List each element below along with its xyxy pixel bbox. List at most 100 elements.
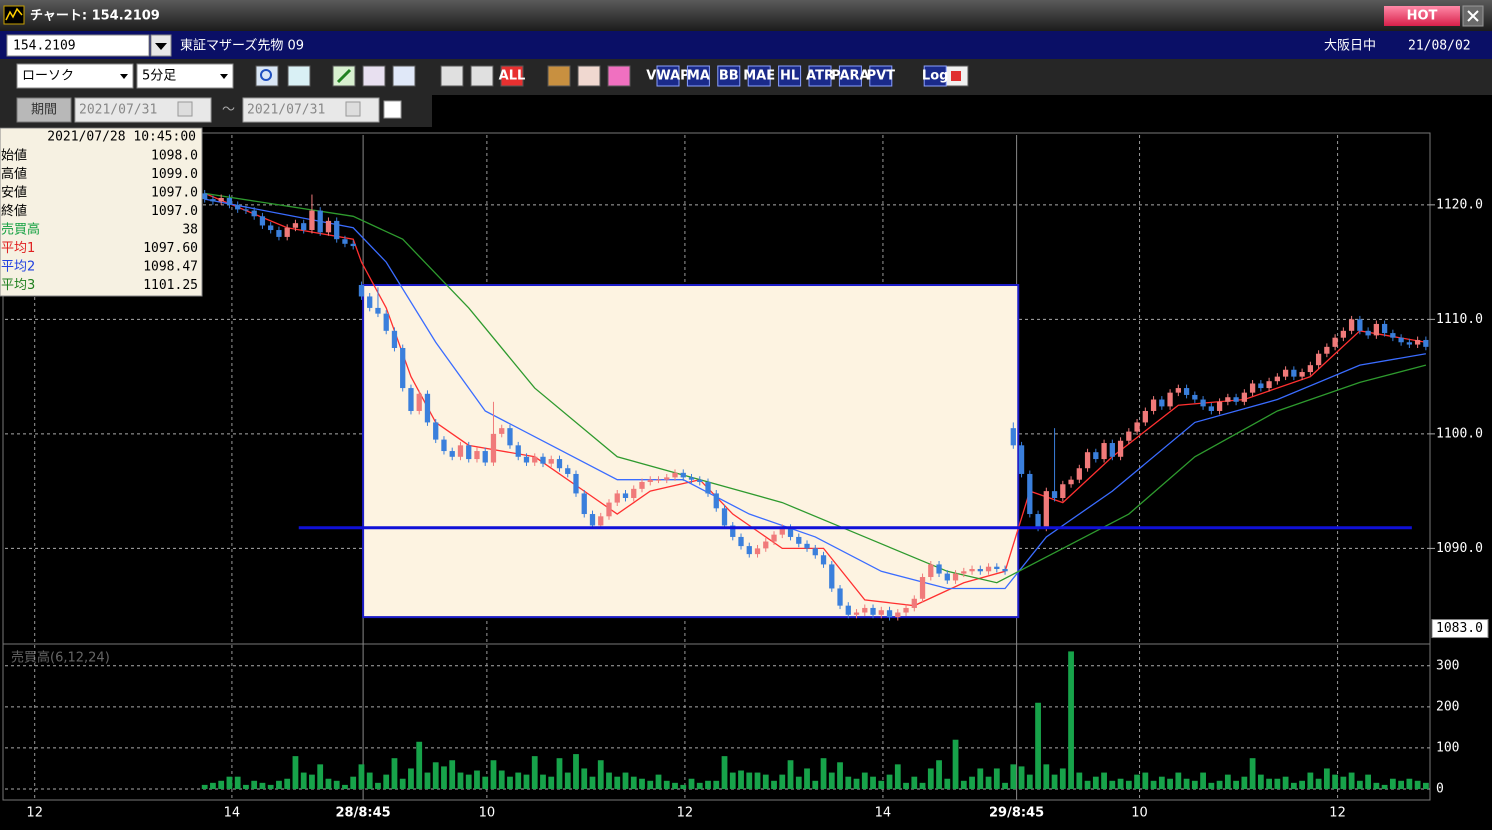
indicator-label[interactable]: BB	[719, 69, 739, 84]
candle-body	[350, 243, 356, 247]
indicator-label[interactable]: HL	[780, 69, 799, 84]
indicator-button[interactable]	[838, 65, 862, 87]
candle-body	[886, 610, 893, 618]
candle-body	[977, 569, 983, 572]
volume-bar	[498, 770, 505, 789]
volume-bar	[259, 782, 266, 789]
indicator-button[interactable]	[869, 65, 893, 87]
candle-body	[416, 393, 422, 411]
volume-bar	[424, 772, 431, 789]
indicator-button[interactable]	[778, 65, 802, 87]
volume-bar	[713, 780, 720, 789]
from-date[interactable]: 2021/07/31	[79, 103, 157, 118]
indicator-label[interactable]: MAE	[743, 69, 775, 84]
candle-body	[1010, 428, 1016, 446]
candle-body	[705, 481, 711, 494]
table-icon[interactable]	[287, 65, 311, 87]
candle-body	[862, 607, 868, 613]
volume-tick-label: 200	[1436, 699, 1459, 714]
candle-body	[688, 477, 695, 480]
calendar-icon[interactable]	[345, 101, 361, 117]
calendar-icon[interactable]	[177, 101, 193, 117]
settings-icon[interactable]	[547, 65, 571, 87]
candle-body	[1159, 399, 1165, 407]
candle-body	[647, 479, 653, 482]
candle-body	[655, 479, 662, 481]
cursor-icon[interactable]	[362, 65, 386, 87]
candle-body	[1414, 339, 1421, 345]
info-panel: 2021/07/28 10:45:00 始値 1098.0 高値 1099.0 安値 10…	[0, 127, 203, 297]
indicator-label[interactable]: MA	[687, 69, 710, 84]
interval[interactable]: 5分足	[142, 69, 176, 84]
code-text[interactable]: 154.2109	[13, 39, 76, 54]
indicator-button[interactable]	[923, 65, 947, 87]
candle-icon[interactable]	[440, 65, 464, 87]
candle-body	[1175, 388, 1181, 393]
period-label[interactable]: 期間	[31, 103, 57, 118]
volume-bar	[606, 772, 612, 789]
volume-bar	[1068, 651, 1074, 789]
volume-bar	[1282, 776, 1289, 789]
all-icon[interactable]	[500, 65, 524, 87]
candle-body	[1299, 372, 1305, 377]
pen-glyph	[336, 68, 352, 84]
volume-bar	[696, 782, 703, 789]
indicator-label[interactable]: PARA	[831, 69, 869, 84]
chart-kind[interactable]: ローソク	[22, 69, 74, 84]
all-label[interactable]: ALL	[499, 69, 526, 84]
volume-bar	[927, 768, 934, 789]
to-date[interactable]: 2021/07/31	[247, 103, 325, 118]
candle-body	[680, 472, 686, 478]
indicator-button[interactable]	[686, 65, 710, 87]
candle-body	[565, 468, 571, 474]
indicator-label[interactable]: PVT	[867, 69, 896, 84]
color-icon[interactable]	[607, 65, 631, 87]
indicator-button[interactable]	[717, 65, 741, 87]
x-tick-label: 10	[1131, 806, 1148, 821]
candle-body	[944, 573, 950, 581]
code-input[interactable]	[6, 34, 150, 57]
x-tick-label: 12	[26, 806, 43, 821]
dropdown-arrow	[155, 43, 167, 50]
indicator-label[interactable]: VWAP	[646, 69, 689, 84]
period-button[interactable]	[16, 97, 72, 123]
candle-body	[639, 481, 645, 489]
period-checkbox[interactable]	[383, 100, 402, 119]
volume-bar	[226, 776, 233, 789]
hot-label[interactable]: HOT	[1407, 9, 1438, 24]
candle-body	[474, 451, 480, 460]
volume-bar	[903, 782, 909, 789]
price-tag-label: 1083.0	[1436, 621, 1483, 636]
volume-bar	[399, 778, 406, 789]
candle-body	[1018, 445, 1025, 474]
candle-body	[1390, 333, 1396, 338]
volume-bar	[1109, 780, 1116, 789]
indicator-label[interactable]: Log	[922, 69, 949, 84]
hot-button[interactable]	[1384, 6, 1460, 26]
candle-body	[573, 473, 579, 494]
indicator-label[interactable]: ATR	[806, 69, 834, 84]
indicator-button[interactable]	[656, 65, 680, 87]
volume-bar	[828, 772, 835, 789]
volume-bar	[267, 784, 274, 789]
candle-body	[1126, 431, 1132, 441]
volume-bar	[647, 780, 654, 789]
candle-icon-2[interactable]	[470, 65, 494, 87]
indicator-button[interactable]	[747, 65, 771, 87]
range-box	[362, 284, 1020, 619]
candle-body	[301, 223, 307, 231]
zoom-icon[interactable]	[255, 65, 279, 87]
tool-icon[interactable]	[577, 65, 601, 87]
redo-icon[interactable]	[392, 65, 416, 87]
candle-body	[523, 456, 530, 463]
candle-body	[1423, 339, 1429, 347]
volume-bar	[1076, 772, 1083, 789]
indicator-button[interactable]	[808, 65, 832, 87]
chart-kind-select[interactable]	[16, 63, 134, 89]
interval-select[interactable]	[136, 63, 234, 89]
volume-bar	[573, 754, 579, 789]
volume-bar	[292, 756, 299, 789]
volume-bar	[1167, 778, 1173, 789]
volume-bar	[1323, 768, 1330, 789]
